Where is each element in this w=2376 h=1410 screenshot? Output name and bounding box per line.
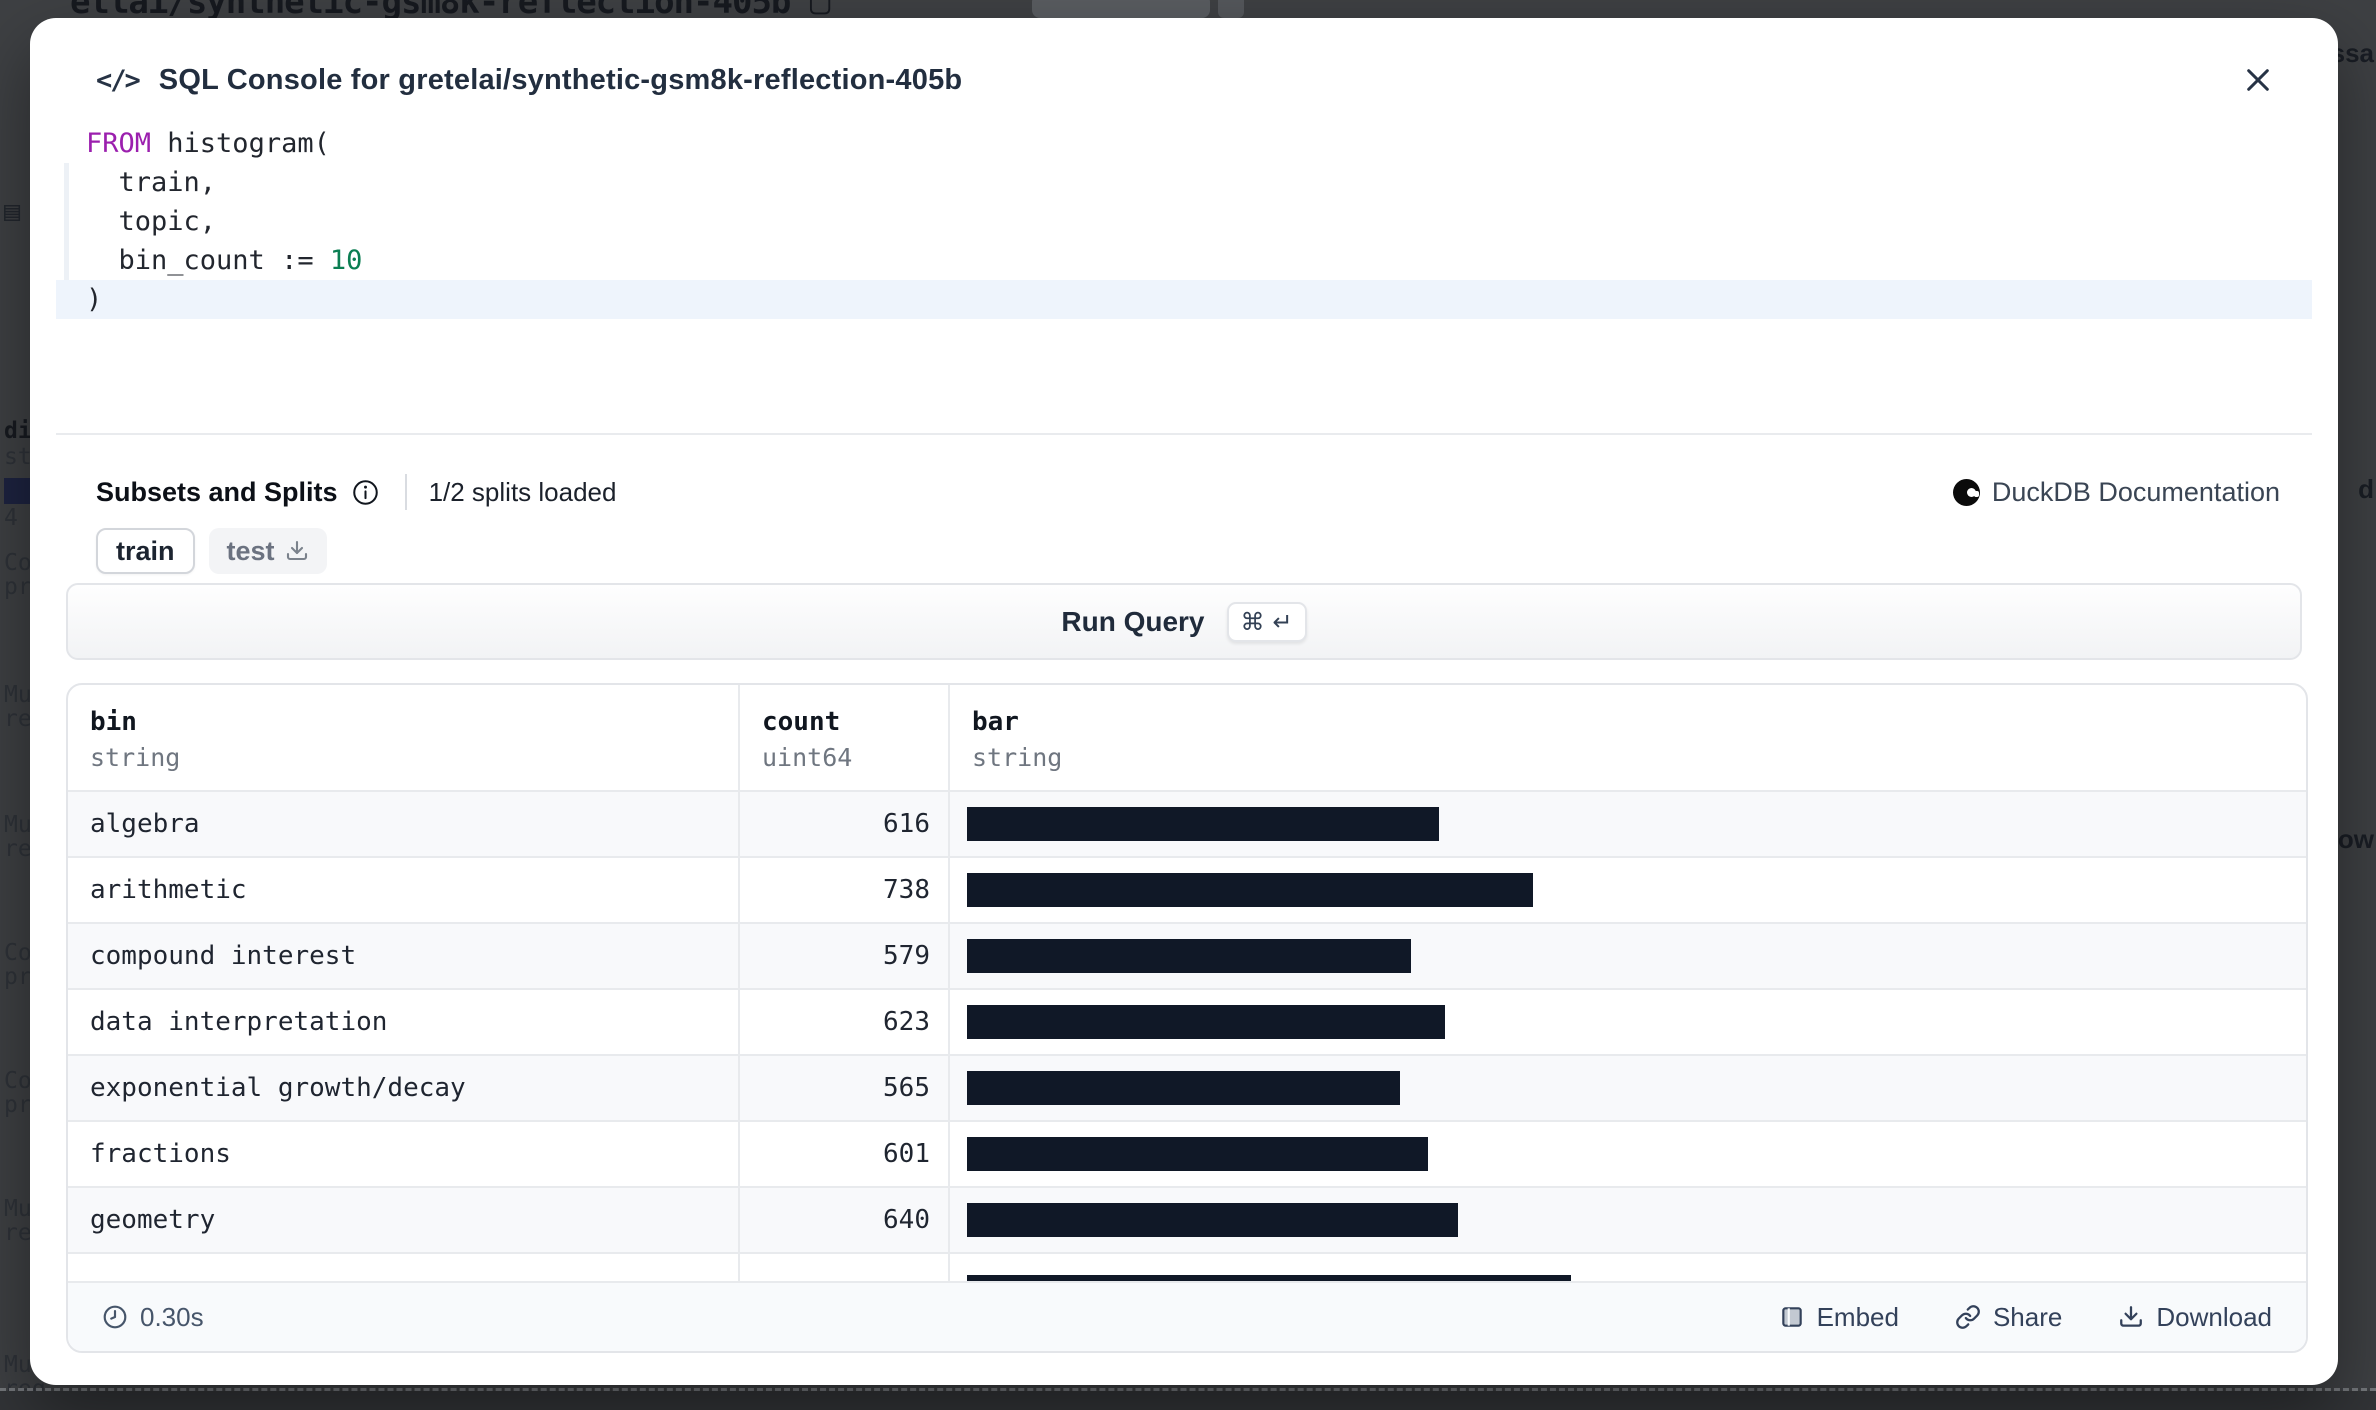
- background-text-fragment: d: [2358, 474, 2374, 504]
- code-line: ): [56, 280, 2312, 319]
- histogram-bar: [967, 939, 1411, 973]
- table-row[interactable]: algebra 616: [68, 792, 2306, 858]
- table-row[interactable]: geometry 640: [68, 1188, 2306, 1254]
- count-cell: 640: [740, 1188, 950, 1252]
- table-row[interactable]: compound interest 579: [68, 924, 2306, 990]
- share-icon: [1955, 1304, 1981, 1330]
- table-row[interactable]: arithmetic 738: [68, 858, 2306, 924]
- info-icon[interactable]: [352, 479, 379, 506]
- table-footer: 0.30s Embed Share Download: [68, 1281, 2306, 1351]
- histogram-bar: [967, 1005, 1445, 1039]
- split-tab-test[interactable]: test: [208, 528, 327, 574]
- background-dashed-divider: [0, 1388, 2376, 1391]
- results-table-card: bin string count uint64 bar string algebra…: [66, 683, 2308, 1353]
- run-query-label: Run Query: [1061, 605, 1205, 637]
- bar-cell: [950, 990, 2306, 1054]
- download-icon: [2118, 1304, 2144, 1330]
- bin-cell: algebra: [68, 792, 740, 856]
- code-line: FROM histogram(: [86, 128, 330, 159]
- duckdb-documentation-link[interactable]: DuckDB Documentation: [1952, 476, 2280, 508]
- table-row-partial[interactable]: [68, 1254, 2306, 1285]
- keyboard-shortcut-badge: ⌘ ↵: [1226, 601, 1307, 642]
- table-header: bin string count uint64 bar string: [68, 685, 2306, 792]
- footer-actions: Embed Share Download: [1779, 1302, 2272, 1333]
- histogram-bar: [967, 1203, 1458, 1237]
- background-count-badge: [1218, 0, 1244, 18]
- run-query-button[interactable]: Run Query ⌘ ↵: [66, 583, 2302, 660]
- query-duration: 0.30s: [102, 1302, 204, 1333]
- histogram-bar: [967, 1274, 1571, 1285]
- code-icon: </>: [96, 65, 141, 96]
- enter-icon: ↵: [1272, 607, 1293, 636]
- histogram-bar: [967, 873, 1533, 907]
- close-icon[interactable]: [2236, 58, 2280, 102]
- column-header-count[interactable]: count uint64: [740, 685, 950, 790]
- background-bottom-strip: [0, 1391, 2376, 1410]
- count-cell: 623: [740, 990, 950, 1054]
- vertical-divider: [404, 474, 407, 510]
- count-cell: 565: [740, 1056, 950, 1120]
- bin-cell: arithmetic: [68, 858, 740, 922]
- code-line: topic,: [86, 206, 217, 237]
- share-button[interactable]: Share: [1955, 1302, 2062, 1333]
- download-button[interactable]: Download: [2118, 1302, 2272, 1333]
- bar-cell: [950, 1188, 2306, 1252]
- column-header-bin[interactable]: bin string: [68, 685, 740, 790]
- code-lines: FROM histogram( train, topic, bin_count …: [56, 124, 2312, 319]
- bin-cell: compound interest: [68, 924, 740, 988]
- download-icon: [285, 539, 309, 563]
- modal-header: </> SQL Console for gretelai/synthetic-g…: [96, 64, 962, 97]
- duckdb-link-label: DuckDB Documentation: [1991, 476, 2280, 507]
- table-row[interactable]: exponential growth/decay 565: [68, 1056, 2306, 1122]
- bin-cell: data interpretation: [68, 990, 740, 1054]
- sql-editor[interactable]: FROM histogram( train, topic, bin_count …: [56, 124, 2312, 434]
- split-tab-train[interactable]: train: [96, 528, 195, 574]
- table-row[interactable]: data interpretation 623: [68, 990, 2306, 1056]
- table-row[interactable]: fractions 601: [68, 1122, 2306, 1188]
- embed-icon: [1779, 1304, 1805, 1330]
- count-cell: 601: [740, 1122, 950, 1186]
- embed-button[interactable]: Embed: [1779, 1302, 1899, 1333]
- duckdb-logo-icon: [1952, 478, 1980, 506]
- indent-guide: [64, 163, 69, 280]
- modal-title: SQL Console for gretelai/synthetic-gsm8k…: [158, 64, 963, 96]
- bin-cell: geometry: [68, 1188, 740, 1252]
- duration-value: 0.30s: [140, 1301, 204, 1332]
- background-text-fragment: [4, 478, 34, 504]
- bar-cell: [950, 792, 2306, 856]
- count-cell: 738: [740, 858, 950, 922]
- bin-cell: exponential growth/decay: [68, 1056, 740, 1120]
- bar-cell: [950, 924, 2306, 988]
- bar-cell: [950, 1056, 2306, 1120]
- sql-console-modal: </> SQL Console for gretelai/synthetic-g…: [30, 18, 2338, 1385]
- subsets-heading: Subsets and Splits: [96, 476, 338, 507]
- count-cell: 579: [740, 924, 950, 988]
- splits-loaded-status: 1/2 splits loaded: [428, 476, 617, 507]
- background-like-button: [1032, 0, 1210, 18]
- bar-cell: [950, 1122, 2306, 1186]
- histogram-bar: [967, 1071, 1400, 1105]
- editor-divider: [56, 433, 2312, 435]
- code-line: bin_count := 10: [86, 245, 363, 276]
- background-dataset-title: etlai/synthetic-gsm8k-reflection-405b ▢: [70, 0, 830, 22]
- table-body: algebra 616 arithmetic 738 compound inte…: [68, 792, 2306, 1285]
- code-line: train,: [86, 167, 217, 198]
- clock-icon: [103, 1305, 127, 1329]
- histogram-bar: [967, 807, 1439, 841]
- histogram-bar: [967, 1137, 1428, 1171]
- subsets-and-splits-row: Subsets and Splits 1/2 splits loaded Duc…: [96, 470, 2280, 514]
- count-cell: 616: [740, 792, 950, 856]
- bar-cell: [950, 858, 2306, 922]
- bin-cell: fractions: [68, 1122, 740, 1186]
- column-header-bar[interactable]: bar string: [972, 707, 1063, 772]
- split-tabs: train test: [96, 528, 327, 574]
- command-icon: ⌘: [1240, 607, 1265, 636]
